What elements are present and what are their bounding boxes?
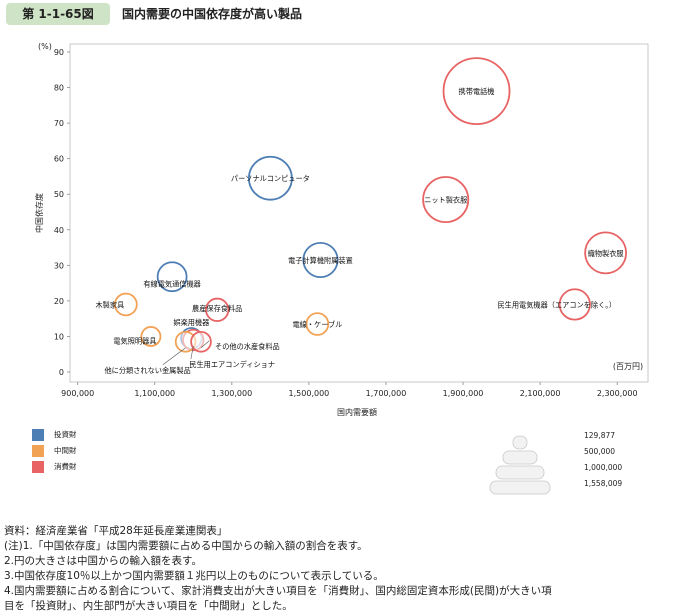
bubble-mark bbox=[305, 312, 330, 336]
legend-label-intermediate: 中間財 bbox=[54, 446, 77, 455]
y-tick-label: 60 bbox=[54, 155, 64, 164]
bubble-label: 農産保存食料品 bbox=[192, 304, 242, 313]
bubble-label: 電子計算機附属装置 bbox=[288, 256, 353, 265]
note-line: 2.円の大きさは中国からの輸入額を表す。 bbox=[4, 555, 202, 567]
x-axis-unit: (百万円) bbox=[613, 362, 643, 371]
bubble-mark bbox=[114, 292, 138, 317]
bubble-mark bbox=[584, 231, 627, 275]
bubble-label: パーソナルコンピュータ bbox=[231, 174, 310, 183]
y-tick-label: 80 bbox=[54, 84, 64, 93]
bubble-label: 民生用電気機器（エアコンを除く。） bbox=[497, 300, 616, 309]
bubble-label: 有線電気通信機器 bbox=[143, 280, 201, 289]
x-tick-label: 900,000 bbox=[61, 389, 94, 398]
leader-line bbox=[162, 347, 186, 366]
y-tick-label: 90 bbox=[54, 48, 64, 57]
figure-title: 国内需要の中国依存度が高い製品 bbox=[122, 7, 303, 21]
bubble-mark bbox=[422, 176, 470, 224]
size-legend-label: 129,877 bbox=[584, 431, 615, 440]
size-legend-bubble bbox=[502, 450, 538, 465]
bubble-mark bbox=[140, 326, 162, 347]
source-line: 資料：経済産業省「平成28年延長産業連関表」 bbox=[4, 525, 228, 537]
legend-swatch-intermediate bbox=[32, 445, 44, 457]
y-tick-label: 30 bbox=[54, 261, 64, 270]
x-axis-label: 国内需要額 bbox=[337, 407, 377, 417]
bubble-label: 電線・ケーブル bbox=[292, 320, 342, 329]
size-legend-graphic: 129,877 500,000 1,000,000 1,558,009 bbox=[489, 431, 622, 495]
x-tick-label: 2,100,000 bbox=[520, 389, 561, 398]
size-legend-label: 1,000,000 bbox=[584, 463, 622, 472]
y-tick-label: 0 bbox=[59, 368, 64, 377]
bubble-mark bbox=[156, 261, 188, 293]
legend-swatch-consumer bbox=[32, 461, 44, 473]
size-legend-bubble bbox=[495, 465, 545, 480]
chart-bubbles bbox=[114, 57, 627, 353]
bubble-label: 木製家具 bbox=[95, 300, 124, 309]
leader-line bbox=[190, 345, 194, 360]
note-line: (注)1.「中国依存度」は国内需要額に占める中国からの輸入額の割合を表す。 bbox=[4, 540, 368, 552]
legend-label-investment: 投資財 bbox=[54, 430, 77, 439]
size-legend-bubble bbox=[489, 480, 551, 495]
bubble-mark bbox=[558, 288, 591, 321]
note-line: 目を「投資財」、内生部門が大きい項目を「中間財」とした。 bbox=[4, 600, 293, 612]
bubble-label: 娯楽用機器 bbox=[173, 318, 209, 327]
x-tick-label: 1,500,000 bbox=[289, 389, 330, 398]
bubble-label: 携帯電話機 bbox=[459, 87, 495, 96]
leader-line bbox=[200, 340, 210, 349]
bubble-label: ニット製衣服 bbox=[424, 196, 467, 205]
bubble-mark bbox=[247, 155, 293, 201]
bubble-label: 電気照明器具 bbox=[113, 336, 156, 345]
size-legend: 129,877 500,000 1,000,000 1,558,009 bbox=[488, 428, 648, 498]
bubble-mark bbox=[205, 297, 230, 322]
note-line: 4.国内需要額に占める割合について、家計消費支出が大きい項目を「消費財」、国内総… bbox=[4, 585, 552, 597]
y-axis-label: 中国依存度 bbox=[34, 193, 44, 233]
plot-frame bbox=[69, 43, 649, 383]
y-tick-label: 70 bbox=[54, 119, 64, 128]
size-legend-bubble bbox=[512, 435, 528, 450]
size-legend-label: 1,558,009 bbox=[584, 479, 622, 488]
bubble-mark bbox=[442, 57, 511, 126]
x-tick-label: 1,700,000 bbox=[366, 389, 407, 398]
size-legend-label: 500,000 bbox=[584, 447, 615, 456]
note-line: 3.中国依存度10％以上かつ国内需要額１兆円以上のものについて表示している。 bbox=[4, 570, 384, 582]
chart-axes: 0 10 20 30 40 50 60 70 80 90 900,000 1,100,000 1,300… bbox=[54, 43, 649, 398]
y-tick-label: 40 bbox=[54, 226, 64, 235]
x-tick-label: 1,100,000 bbox=[134, 389, 175, 398]
source-notes: 資料：経済産業省「平成28年延長産業連関表」 (注)1.「中国依存度」は国内需要… bbox=[4, 524, 680, 614]
figure-header: 第 1-1-65図 国内需要の中国依存度が高い製品 bbox=[0, 0, 683, 30]
bubble-chart: 0 10 20 30 40 50 60 70 80 90 900,000 1,100,000 1,300… bbox=[34, 42, 649, 417]
legend-swatch-investment bbox=[32, 429, 44, 441]
figure-number: 第 1-1-65図 bbox=[6, 3, 110, 25]
bubble-mark bbox=[302, 241, 339, 279]
bubble-label: 他に分類されない金属製品 bbox=[104, 366, 190, 375]
bubble-mark bbox=[190, 330, 212, 353]
bubble-label: 織物製衣服 bbox=[588, 249, 624, 258]
y-tick-label: 10 bbox=[54, 332, 64, 341]
y-tick-label: 20 bbox=[54, 297, 64, 306]
x-tick-label: 2,300,000 bbox=[597, 389, 638, 398]
y-axis-unit: (%) bbox=[38, 42, 52, 51]
bubble-label: その他の水産食料品 bbox=[215, 342, 280, 351]
y-tick-label: 50 bbox=[54, 190, 64, 199]
legend-label-consumer: 消費財 bbox=[54, 462, 77, 471]
x-tick-label: 1,300,000 bbox=[211, 389, 252, 398]
x-tick-label: 1,900,000 bbox=[443, 389, 484, 398]
bubble-label: 民生用エアコンディショナ bbox=[189, 360, 275, 369]
chart-labels: 携帯電話機パーソナルコンピュータニット製衣服織物製衣服電子計算機附属装置有線電気… bbox=[95, 87, 623, 375]
